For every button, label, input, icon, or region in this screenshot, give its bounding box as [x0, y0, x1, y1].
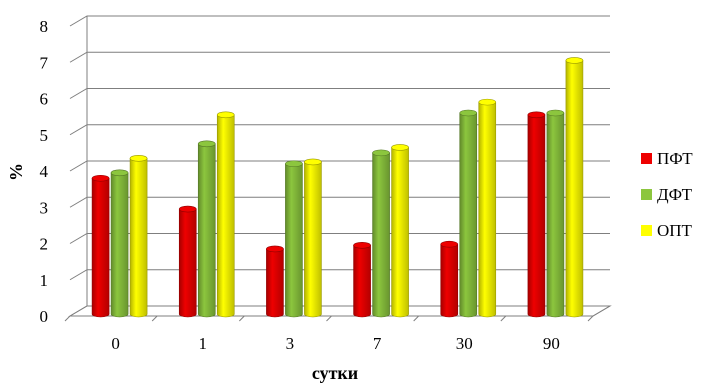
x-tick-label: 30	[456, 334, 473, 353]
legend-label: ДФТ	[657, 185, 693, 204]
x-tick-mark	[413, 315, 420, 322]
y-tick-label: 8	[40, 17, 49, 36]
legend-swatch	[641, 225, 652, 236]
legend-label: ОПТ	[657, 221, 693, 240]
x-tick-label: 1	[199, 334, 208, 353]
bar	[266, 245, 284, 318]
y-axis-title: %	[6, 163, 26, 181]
y-tick-label: 5	[40, 126, 49, 145]
gridline	[69, 88, 610, 99]
bar	[304, 158, 322, 318]
bar	[478, 98, 497, 318]
x-tick-label: 7	[373, 334, 382, 353]
legend-swatch	[641, 153, 652, 164]
gridline	[69, 15, 610, 27]
bar	[391, 144, 409, 318]
legend-item: ДФТ	[641, 185, 693, 204]
bar	[527, 111, 546, 318]
y-tick-label: 4	[40, 162, 49, 181]
bars	[91, 57, 584, 318]
bar	[565, 57, 584, 318]
y-tick-label: 2	[40, 235, 49, 254]
legend-label: ПФТ	[657, 149, 693, 168]
legend-swatch	[641, 189, 652, 200]
y-tick-label: 3	[40, 198, 49, 217]
x-tick-label: 3	[286, 334, 295, 353]
bar	[440, 240, 459, 318]
x-tick-mark	[238, 315, 245, 322]
x-tick-mark	[151, 315, 158, 322]
y-tick-labels: 0 1 2 3 4 5 6 7 8	[40, 17, 49, 326]
legend-item: ПФТ	[641, 149, 693, 168]
x-tick-label: 90	[543, 334, 560, 353]
bar	[91, 174, 110, 318]
x-tick-mark	[500, 315, 507, 322]
bar	[546, 109, 565, 318]
bar	[285, 160, 303, 318]
bar	[216, 111, 235, 318]
x-axis-title: сутки	[312, 363, 358, 383]
bar	[372, 149, 390, 318]
bar	[197, 140, 216, 318]
x-tick-mark	[64, 315, 71, 322]
bar	[110, 169, 129, 318]
legend-item: ОПТ	[641, 221, 693, 240]
legend: ПФТ ДФТ ОПТ	[641, 149, 693, 240]
x-tick-mark	[326, 315, 332, 322]
y-tick-label: 1	[40, 271, 49, 290]
gridline	[69, 51, 610, 63]
bar	[459, 109, 478, 318]
x-tick-labels: 0 1 3 7 30 90	[111, 334, 560, 353]
x-tick-mark	[587, 315, 594, 322]
bar	[353, 242, 371, 318]
x-tick-label: 0	[111, 334, 120, 353]
bar	[178, 205, 197, 318]
floor-right-edge	[592, 305, 611, 317]
bar	[129, 155, 148, 318]
y-tick-label: 0	[40, 307, 49, 326]
y-tick-label: 6	[40, 90, 49, 109]
y-tick-label: 7	[40, 53, 49, 72]
